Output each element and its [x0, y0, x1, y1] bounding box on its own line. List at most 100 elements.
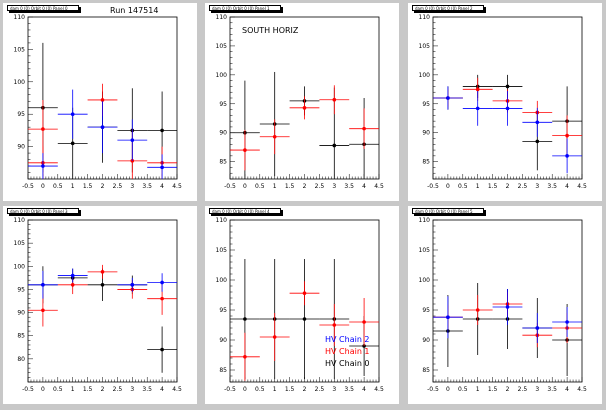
data-point [243, 317, 247, 321]
data-point [302, 106, 307, 110]
y-tick-label: 105 [419, 247, 431, 254]
data-point [70, 112, 75, 116]
data-point [535, 326, 540, 330]
y-tick-label: 95 [17, 111, 25, 118]
data-point [160, 280, 164, 285]
data-point [446, 96, 450, 100]
series-hv-chain-2 [28, 89, 177, 179]
plot-svg: -0.5 0 0.5 1 1.5 2 2.5 3 3.5 4 4.5 85 90 95 100 105 110 H… [216, 217, 384, 393]
x-tick-label: 1 [71, 183, 75, 190]
x-tick-label: 2 [101, 183, 105, 190]
x-tick-label: -0.5 [224, 183, 236, 190]
x-tick-label: 3 [130, 386, 134, 393]
x-tick-label: 0 [41, 386, 45, 393]
y-tick-label: 105 [216, 247, 228, 254]
data-point [272, 134, 277, 139]
y-tick-label: 90 [219, 337, 227, 344]
data-point [535, 139, 540, 144]
series-hv-chain-1 [230, 85, 379, 171]
data-point [160, 128, 164, 133]
x-tick-label: 1.5 [83, 183, 93, 190]
data-point [475, 106, 480, 111]
plot-pad-0: dam 0 (0) Orbit 0 (0) Panel 0 -0.5 0 0.5 1 1.… [3, 3, 197, 201]
x-tick-label: 4.5 [577, 386, 587, 393]
x-tick-label: 3.5 [547, 386, 557, 393]
x-tick-label: 1.5 [83, 386, 93, 393]
x-tick-label: 3 [535, 183, 539, 190]
y-tick-label: 100 [216, 72, 228, 79]
y-tick-label: 85 [17, 333, 25, 340]
x-tick-label: 0 [243, 183, 247, 190]
x-tick-label: 0 [41, 183, 45, 190]
data-point [41, 164, 45, 168]
x-tick-label: 4.5 [374, 183, 384, 190]
x-tick-label: 0.5 [255, 386, 265, 393]
legend-entry: HV Chain 0 [325, 359, 370, 368]
x-tick-label: 4 [160, 183, 164, 190]
x-tick-label: 0.5 [53, 386, 63, 393]
x-tick-label: 0.5 [53, 183, 63, 190]
x-tick-label: 4.5 [172, 183, 182, 190]
y-tick-label: 90 [422, 337, 430, 344]
x-tick-label: 4 [565, 386, 569, 393]
y-tick-label: 110 [216, 14, 228, 21]
x-tick-label: 4.5 [577, 183, 587, 190]
data-point [41, 127, 45, 131]
x-tick-label: 0.5 [458, 183, 468, 190]
data-point [160, 347, 164, 352]
pad-title: dam 0 (0) Orbit 0 (0) Panel 0 [7, 5, 79, 11]
y-tick-label: 95 [422, 101, 430, 108]
x-tick-label: 0 [446, 183, 450, 190]
plot-svg: -0.5 0 0.5 1 1.5 2 2.5 3 3.5 4 4.5 85 90 95 100 105 110 [419, 217, 587, 393]
pad-title: dam 0 (0) Orbit 0 (0) Panel 5 [412, 208, 484, 214]
y-tick-label: 100 [14, 263, 26, 270]
data-point [41, 308, 45, 313]
y-tick-label: 85 [219, 159, 227, 166]
data-point [505, 84, 510, 89]
x-tick-label: 1 [476, 183, 480, 190]
x-tick-label: 1.5 [488, 386, 498, 393]
x-tick-label: 3.5 [547, 183, 557, 190]
plot-svg: -0.5 0 0.5 1 1.5 2 2.5 3 3.5 4 4.5 85 90 95 100 105 110 [419, 14, 587, 190]
y-tick-label: 95 [219, 307, 227, 314]
x-tick-label: 4.5 [172, 386, 182, 393]
x-tick-label: -0.5 [427, 386, 439, 393]
x-tick-label: 1 [71, 386, 75, 393]
y-tick-label: 90 [422, 130, 430, 137]
y-tick-label: 100 [419, 72, 431, 79]
x-tick-label: 2 [101, 386, 105, 393]
plot-pad-5: dam 0 (0) Orbit 0 (0) Panel 5 -0.5 0 0.5 1 1.… [408, 206, 602, 404]
data-point [446, 315, 450, 319]
series-hv-chain-1 [230, 281, 379, 381]
data-point [100, 125, 105, 129]
data-point [362, 126, 366, 131]
y-tick-label: 105 [419, 43, 431, 50]
plot-pad-1: dam 0 (0) Orbit 0 (0) Panel 1 -0.5 0 0.5 1 1.… [205, 3, 399, 201]
x-tick-label: 1.5 [285, 183, 295, 190]
run-label: Run 147514 [110, 6, 158, 15]
data-point [332, 323, 337, 327]
data-point [565, 320, 569, 324]
data-point [332, 143, 337, 148]
data-point [505, 106, 510, 111]
x-tick-label: 3 [332, 183, 336, 190]
x-tick-label: 0.5 [458, 386, 468, 393]
legend-entry: HV Chain 2 [325, 335, 370, 344]
x-tick-label: 1 [476, 386, 480, 393]
data-point [332, 97, 337, 102]
x-tick-label: 3.5 [344, 183, 354, 190]
data-point [70, 141, 75, 146]
x-tick-label: 3 [130, 183, 134, 190]
plot-pad-4: dam 0 (0) Orbit 0 (0) Panel 4 -0.5 0 0.5 1 1.… [205, 206, 399, 404]
pad-title: dam 0 (0) Orbit 0 (0) Panel 1 [209, 5, 281, 11]
x-tick-label: 4 [160, 386, 164, 393]
x-tick-label: 2.5 [113, 386, 123, 393]
data-point [100, 270, 105, 274]
data-point [535, 120, 540, 125]
y-tick-label: 90 [17, 310, 25, 317]
data-point [302, 317, 307, 321]
x-tick-label: 1 [273, 183, 277, 190]
series-hv-chain-2 [28, 268, 177, 299]
x-tick-label: 2 [506, 386, 510, 393]
y-tick-label: 105 [14, 46, 26, 53]
